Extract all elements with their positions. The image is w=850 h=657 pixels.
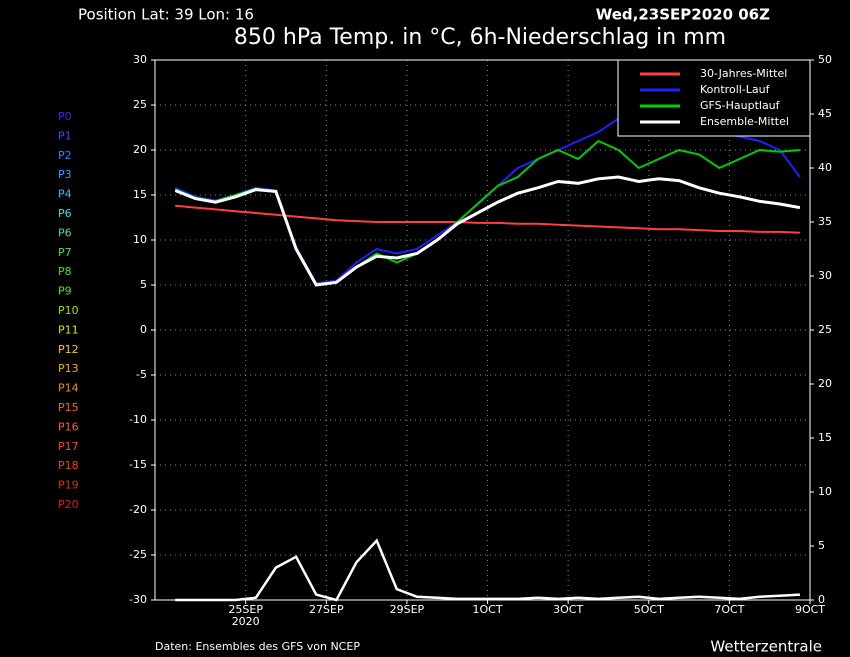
x-tick-label: 7OCT [714, 603, 744, 616]
member-label: P3 [58, 168, 72, 181]
y2-tick-label: 25 [818, 323, 832, 336]
x-tick-label: 27SEP [309, 603, 344, 616]
member-label: P20 [58, 498, 79, 511]
member-label: P13 [58, 362, 79, 375]
member-label: P0 [58, 110, 72, 123]
y-tick-label: 10 [133, 233, 147, 246]
y2-tick-label: 15 [818, 431, 832, 444]
member-label: P17 [58, 440, 79, 453]
member-label: P10 [58, 304, 79, 317]
y-tick-label: 20 [133, 143, 147, 156]
x-tick-label: 5OCT [634, 603, 664, 616]
legend-label: Ensemble-Mittel [700, 115, 789, 128]
y2-tick-label: 0 [818, 593, 825, 606]
run-time: Wed,23SEP2020 06Z [596, 6, 770, 24]
member-label: P14 [58, 382, 79, 395]
year-label: 2020 [232, 615, 260, 628]
member-label: P18 [58, 459, 79, 472]
member-label: P6 [58, 207, 72, 220]
member-label: P9 [58, 285, 72, 298]
member-label: P8 [58, 265, 72, 278]
y-tick-label: -5 [136, 368, 147, 381]
y-tick-label: 30 [133, 53, 147, 66]
y-tick-label: 0 [140, 323, 147, 336]
member-label: P6 [58, 226, 72, 239]
plot-frame [154, 59, 811, 601]
y-tick-label: 15 [133, 188, 147, 201]
member-label: P7 [58, 246, 72, 259]
x-tick-label: 25SEP [228, 603, 263, 616]
y-tick-label: -15 [129, 458, 147, 471]
member-label: P2 [58, 149, 72, 162]
precip-line [175, 538, 800, 602]
y2-tick-label: 20 [818, 377, 832, 390]
x-tick-label: 3OCT [553, 603, 583, 616]
y2-tick-label: 5 [818, 539, 825, 552]
y-tick-label: -10 [129, 413, 147, 426]
y2-tick-label: 40 [818, 161, 832, 174]
brand: Wetterzentrale [710, 638, 822, 656]
member-label: P19 [58, 479, 79, 492]
y-tick-label: 5 [140, 278, 147, 291]
legend-label: Kontroll-Lauf [700, 83, 771, 96]
member-label: P1 [58, 129, 72, 142]
y2-tick-label: 10 [818, 485, 832, 498]
y-tick-label: -30 [129, 593, 147, 606]
series-line [174, 175, 801, 287]
y2-tick-label: 35 [818, 215, 832, 228]
source: Daten: Ensembles des GFS von NCEP [155, 640, 360, 653]
x-tick-label: 1OCT [473, 603, 503, 616]
legend-label: 30-Jahres-Mittel [700, 67, 787, 80]
y2-tick-label: 50 [818, 53, 832, 66]
member-label: P4 [58, 188, 72, 201]
y-tick-label: -25 [129, 548, 147, 561]
member-label: P12 [58, 343, 79, 356]
x-tick-label: 9OCT [795, 603, 825, 616]
member-label: P16 [58, 420, 79, 433]
y-tick-label: -20 [129, 503, 147, 516]
y-tick-label: 25 [133, 98, 147, 111]
member-label: P15 [58, 401, 79, 414]
member-label: P11 [58, 323, 79, 336]
y2-tick-label: 30 [818, 269, 832, 282]
x-tick-label: 29SEP [390, 603, 425, 616]
chart-title: 850 hPa Temp. in °C, 6h-Niederschlag in … [234, 25, 726, 50]
y2-tick-label: 45 [818, 107, 832, 120]
position: Position Lat: 39 Lon: 16 [78, 6, 254, 24]
series-line [175, 204, 800, 234]
legend-label: GFS-Hauptlauf [700, 99, 781, 112]
series-line [174, 139, 800, 286]
